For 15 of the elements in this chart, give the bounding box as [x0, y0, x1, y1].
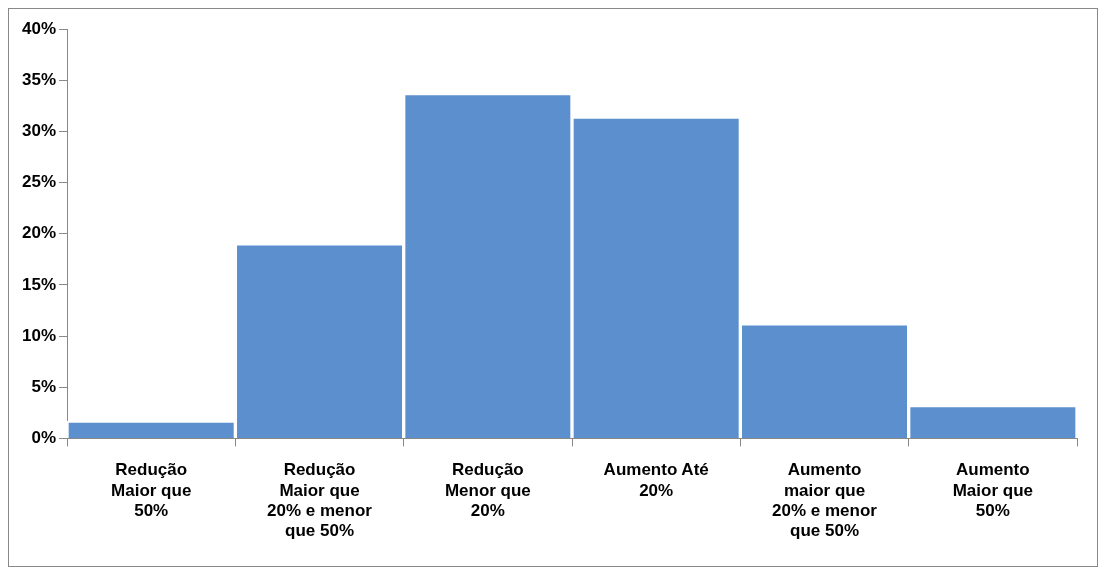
y-tick-label: 25% [21, 172, 57, 192]
y-tick-label: 10% [21, 325, 57, 345]
y-tick-label: 35% [21, 69, 57, 89]
x-tick-label: Aumento Maior que 50% [952, 460, 1033, 521]
x-tick-label: Redução Maior que 50% [111, 460, 192, 521]
x-tick-label: Redução Menor que 20% [444, 460, 531, 521]
y-tick-label: 30% [21, 121, 57, 141]
y-tick-label: 20% [21, 223, 57, 243]
y-tick-label: 40% [21, 18, 57, 38]
x-tick-label: Aumento Até 20% [603, 460, 709, 500]
x-tick-label: Aumento maior que 20% e menor que 50% [772, 460, 878, 541]
x-tick-label: Redução Maior que 20% e menor que 50% [267, 460, 373, 541]
y-tick-label: 5% [31, 376, 57, 396]
y-tick-label: 15% [21, 274, 57, 294]
y-tick-label: 0% [31, 428, 57, 448]
